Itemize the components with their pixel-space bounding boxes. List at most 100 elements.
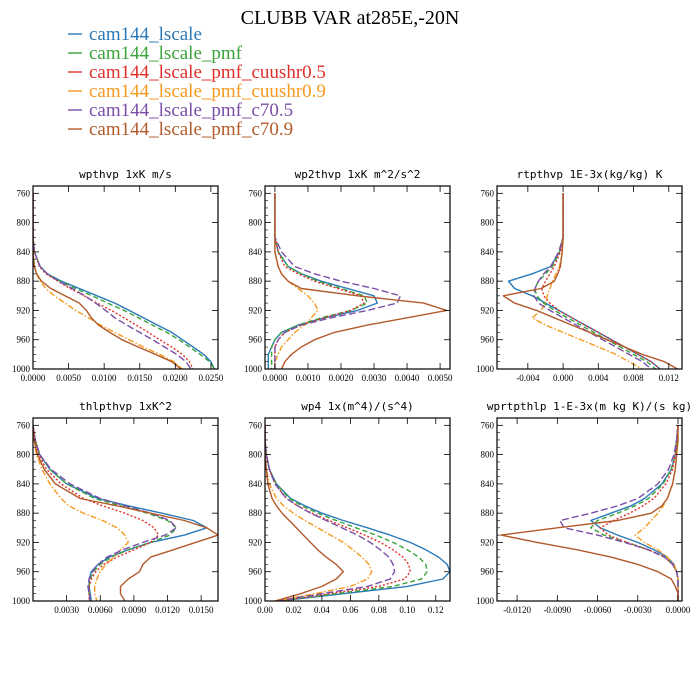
x-tick-label: 0.00 bbox=[257, 605, 273, 615]
y-tick-label: 880 bbox=[17, 508, 31, 518]
series-line bbox=[270, 193, 369, 369]
y-tick-label: 760 bbox=[17, 420, 31, 430]
y-tick-label: 800 bbox=[481, 218, 495, 228]
x-tick-label: 0.0000 bbox=[263, 373, 288, 383]
series-line bbox=[33, 425, 178, 601]
x-tick-label: 0.0100 bbox=[92, 373, 117, 383]
x-tick-label: 0.0090 bbox=[122, 605, 147, 615]
x-tick-label: 0.0050 bbox=[428, 373, 453, 383]
x-tick-label: 0.0150 bbox=[127, 373, 152, 383]
series-line bbox=[33, 193, 194, 369]
plot-frame bbox=[496, 417, 683, 602]
y-tick-label: 880 bbox=[249, 276, 263, 286]
legend-label: cam144_lscale_pmf_c70.5 bbox=[89, 100, 293, 121]
y-tick-label: 760 bbox=[481, 420, 495, 430]
y-tick-label: 920 bbox=[249, 305, 263, 315]
series-line bbox=[534, 193, 657, 369]
y-tick-label: 1000 bbox=[476, 596, 495, 606]
x-tick-label: 0.0150 bbox=[189, 605, 214, 615]
x-tick-label: 0.0030 bbox=[54, 605, 79, 615]
series-line bbox=[559, 425, 679, 601]
x-tick-label: 0.0200 bbox=[163, 373, 188, 383]
panel: rtpthvp 1E-3x(kg/kg) K 760 800 840 880 920 960… bbox=[476, 168, 683, 383]
series-line bbox=[33, 425, 178, 601]
y-tick-label: 1000 bbox=[244, 364, 263, 374]
series-line bbox=[590, 425, 679, 601]
x-tick-label: 0.0040 bbox=[395, 373, 420, 383]
plot-frame bbox=[32, 185, 219, 370]
y-tick-label: 880 bbox=[481, 508, 495, 518]
series-line bbox=[267, 193, 378, 369]
y-tick-label: 960 bbox=[481, 335, 495, 345]
x-tick-label: 0.04 bbox=[314, 605, 330, 615]
x-tick-label: 0.10 bbox=[399, 605, 415, 615]
y-tick-label: 920 bbox=[481, 537, 495, 547]
legend-label: cam144_lscale bbox=[89, 24, 202, 45]
x-tick-label: -0.0090 bbox=[543, 605, 571, 615]
series-line bbox=[33, 193, 215, 369]
y-tick-label: 960 bbox=[249, 335, 263, 345]
y-tick-label: 840 bbox=[17, 479, 31, 489]
series-line bbox=[274, 193, 365, 369]
series-line bbox=[33, 425, 130, 601]
y-tick-label: 1000 bbox=[476, 364, 495, 374]
panel-title: wpthvp 1xK m/s bbox=[79, 168, 172, 181]
series-line bbox=[502, 193, 678, 369]
y-tick-label: 760 bbox=[481, 188, 495, 198]
x-tick-label: 0.0000 bbox=[21, 373, 46, 383]
series-line bbox=[507, 193, 661, 369]
x-tick-label: 0.0000 bbox=[666, 605, 691, 615]
y-tick-label: 880 bbox=[481, 276, 495, 286]
series-line bbox=[33, 193, 183, 369]
y-tick-label: 760 bbox=[17, 188, 31, 198]
y-tick-label: 920 bbox=[17, 537, 31, 547]
x-tick-label: 0.0030 bbox=[362, 373, 387, 383]
y-tick-label: 1000 bbox=[12, 596, 31, 606]
x-tick-label: 0.0060 bbox=[88, 605, 113, 615]
legend-label: cam144_lscale_pmf bbox=[89, 43, 243, 64]
y-tick-label: 920 bbox=[249, 537, 263, 547]
series-line bbox=[265, 425, 396, 601]
legend: cam144_lscalecam144_lscale_pmfcam144_lsc… bbox=[68, 24, 326, 140]
series-line bbox=[634, 425, 679, 601]
y-tick-label: 920 bbox=[481, 305, 495, 315]
series-line bbox=[265, 425, 411, 601]
x-tick-label: 0.12 bbox=[428, 605, 444, 615]
figure-title: CLUBB VAR at285E,-20N bbox=[241, 7, 460, 29]
series-line bbox=[533, 193, 652, 369]
x-tick-label: 0.06 bbox=[343, 605, 359, 615]
x-tick-label: 0.008 bbox=[623, 373, 644, 383]
y-tick-label: 760 bbox=[249, 188, 263, 198]
series-line bbox=[265, 425, 344, 601]
y-tick-label: 840 bbox=[17, 247, 31, 257]
legend-label: cam144_lscale_pmf_cuushr0.9 bbox=[89, 81, 326, 102]
y-tick-label: 840 bbox=[481, 479, 495, 489]
plot-frame bbox=[496, 185, 683, 370]
series-line bbox=[33, 425, 208, 601]
x-tick-label: -0.0120 bbox=[503, 605, 531, 615]
series-line bbox=[531, 193, 643, 369]
series-line bbox=[541, 193, 661, 369]
series-line bbox=[33, 425, 160, 601]
panel-title: rtpthvp 1E-3x(kg/kg) K bbox=[517, 168, 663, 181]
x-tick-label: -0.004 bbox=[516, 373, 540, 383]
legend-label: cam144_lscale_pmf_cuushr0.5 bbox=[89, 62, 326, 83]
y-tick-label: 960 bbox=[481, 567, 495, 577]
series-line bbox=[265, 425, 428, 601]
x-tick-label: -0.0030 bbox=[624, 605, 652, 615]
y-tick-label: 840 bbox=[249, 247, 263, 257]
series-line bbox=[33, 193, 182, 369]
x-tick-label: 0.08 bbox=[371, 605, 387, 615]
series-line bbox=[33, 425, 218, 601]
x-tick-label: 0.0250 bbox=[199, 373, 224, 383]
plot-frame bbox=[264, 185, 451, 370]
panel: wpthvp 1xK m/s76080084088092096010000.00… bbox=[12, 168, 224, 383]
panel-title: wprtpthlp 1-E-3x(m kg K)/(s kg) bbox=[487, 400, 692, 413]
legend-label: cam144_lscale_pmf_c70.9 bbox=[89, 119, 293, 140]
panel: wp2thvp 1xK m^2/s^2 760 800 840 880 920 960 100… bbox=[244, 168, 453, 383]
x-tick-label: 0.004 bbox=[588, 373, 609, 383]
y-tick-label: 800 bbox=[481, 450, 495, 460]
y-tick-label: 800 bbox=[249, 450, 263, 460]
y-tick-label: 1000 bbox=[244, 596, 263, 606]
